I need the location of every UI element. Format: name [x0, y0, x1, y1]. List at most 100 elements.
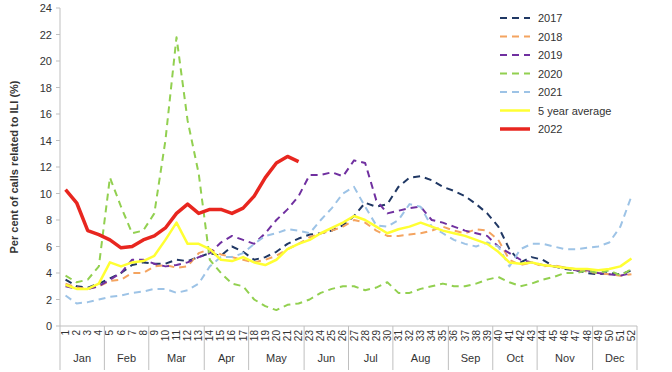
x-tick-label: 47: [570, 330, 581, 342]
x-tick-label: 41: [504, 330, 515, 342]
y-tick: [56, 8, 60, 9]
y-tick-label: 2: [46, 294, 52, 306]
y-tick: [56, 34, 60, 35]
x-tick-label: 48: [582, 330, 593, 342]
x-tick-label: 37: [460, 330, 471, 342]
legend-label: 2017: [538, 12, 562, 24]
legend-label: 2021: [538, 86, 562, 98]
series-line: [66, 160, 632, 289]
x-tick-label: 7: [127, 330, 138, 336]
y-tick: [56, 326, 60, 327]
legend-swatch: [500, 54, 530, 56]
legend-swatch: [500, 36, 530, 38]
group-separator: [60, 326, 61, 370]
y-tick-label: 22: [40, 29, 52, 41]
plot-area: [66, 37, 632, 310]
month-label: May: [266, 352, 287, 364]
x-tick-label: 43: [526, 330, 537, 342]
x-tick-label: 20: [271, 330, 282, 342]
x-tick-label: 33: [415, 330, 426, 342]
legend: 201720182019202020215 year average2022: [500, 12, 611, 135]
month-label: Apr: [218, 352, 235, 364]
y-tick: [56, 61, 60, 62]
x-tick-label: 3: [82, 330, 93, 336]
series-line: [66, 37, 632, 310]
month-label: Feb: [117, 352, 136, 364]
legend-swatch: [500, 109, 530, 112]
y-tick-label: 18: [40, 82, 52, 94]
y-tick: [56, 193, 60, 194]
legend-label: 2020: [538, 68, 562, 80]
month-label: Mar: [167, 352, 186, 364]
x-tick-label: 18: [249, 330, 260, 342]
group-separator: [492, 326, 493, 370]
group-separator: [637, 326, 638, 370]
group-separator: [592, 326, 593, 370]
x-tick-label: 45: [548, 330, 559, 342]
legend-swatch: [500, 73, 530, 75]
x-tick-label: 34: [426, 330, 437, 342]
month-label: Aug: [411, 352, 431, 364]
x-tick-label: 46: [559, 330, 570, 342]
x-tick-label: 26: [337, 330, 348, 342]
month-label: Jan: [73, 352, 91, 364]
x-tick-label: 50: [604, 330, 615, 342]
y-tick: [56, 299, 60, 300]
month-label: Oct: [506, 352, 523, 364]
x-tick-label: 17: [238, 330, 249, 342]
y-tick-label: 20: [40, 55, 52, 67]
x-tick-label: 39: [482, 330, 493, 342]
x-tick-label: 15: [215, 330, 226, 342]
y-axis-label: Per cent of calls related to ILI (%): [8, 80, 20, 253]
month-label: Sep: [461, 352, 481, 364]
legend-label: 5 year average: [538, 105, 611, 117]
group-separator: [348, 326, 349, 370]
x-tick-label: 11: [171, 330, 182, 341]
x-tick-label: 31: [393, 330, 404, 342]
group-separator: [537, 326, 538, 370]
chart: 0246810121416182022241234567891011121314…: [0, 0, 672, 372]
x-tick-label: 25: [326, 330, 337, 342]
x-tick-label: 5: [104, 330, 115, 336]
month-label: Jul: [364, 352, 378, 364]
group-separator: [304, 326, 305, 370]
series-line: [66, 156, 299, 247]
y-tick-label: 14: [40, 135, 52, 147]
series-line: [66, 187, 632, 304]
y-tick: [56, 246, 60, 247]
x-tick-label: 19: [260, 330, 271, 342]
x-tick-label: 10: [160, 330, 171, 342]
month-label: Dec: [605, 352, 625, 364]
series-line: [66, 176, 632, 287]
x-tick-label: 4: [93, 330, 104, 336]
y-tick: [56, 220, 60, 221]
series-line: [66, 216, 632, 289]
x-tick-label: 30: [382, 330, 393, 342]
legend-label: 2022: [538, 123, 562, 135]
x-tick-label: 6: [116, 330, 127, 336]
legend-swatch: [500, 91, 530, 93]
x-tick-label: 52: [626, 330, 637, 342]
y-tick-label: 6: [46, 241, 52, 253]
x-tick-label: 44: [537, 330, 548, 342]
y-tick: [56, 167, 60, 168]
x-tick-label: 23: [304, 330, 315, 342]
x-tick-label: 21: [282, 330, 293, 342]
legend-swatch: [500, 127, 530, 131]
y-tick-label: 10: [40, 188, 52, 200]
x-tick-label: 28: [360, 330, 371, 342]
y-tick-label: 24: [40, 2, 52, 14]
x-tick-label: 29: [371, 330, 382, 342]
group-separator: [204, 326, 205, 370]
group-separator: [448, 326, 449, 370]
x-tick-label: 27: [349, 330, 360, 342]
x-tick-label: 9: [149, 330, 160, 336]
group-separator: [248, 326, 249, 370]
x-tick-label: 51: [615, 330, 626, 342]
x-tick-label: 22: [293, 330, 304, 342]
x-tick-label: 49: [593, 330, 604, 342]
month-label: Nov: [555, 352, 575, 364]
group-separator: [104, 326, 105, 370]
x-tick-label: 35: [437, 330, 448, 342]
legend-swatch: [500, 17, 530, 19]
